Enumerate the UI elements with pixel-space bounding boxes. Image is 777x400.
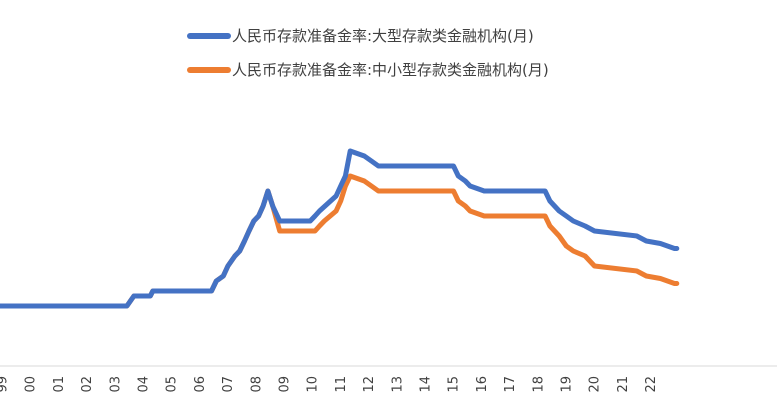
x-tick-label: 03 [108, 376, 123, 393]
x-tick-label: 15 [447, 376, 462, 393]
series-line-large-banks [0, 148, 680, 309]
x-tick-label: 11 [334, 376, 349, 393]
x-tick-label: 08 [249, 376, 264, 393]
x-tick-label: 04 [137, 376, 152, 393]
x-tick-label: 02 [80, 376, 95, 393]
x-axis-ticks: 99 00 01 02 03 04 05 06 07 08 09 10 11 12 13 14 15 16 17 18… [0, 376, 659, 393]
x-tick-label: 22 [644, 376, 659, 393]
x-tick-label: 05 [165, 376, 180, 393]
x-tick-label: 21 [616, 376, 631, 393]
x-tick-label: 06 [193, 376, 208, 393]
x-tick-label: 17 [503, 376, 518, 393]
x-tick-label: 14 [419, 376, 434, 393]
legend-label-small-banks: 人民币存款准备金率:中小型存款类金融机构(月) [232, 61, 549, 79]
plot-area [0, 148, 680, 309]
x-tick-label: 00 [24, 376, 39, 393]
x-tick-label: 01 [52, 376, 67, 393]
x-tick-label: 18 [531, 376, 546, 393]
x-tick-label: 19 [560, 376, 575, 393]
legend-label-large-banks: 人民币存款准备金率:大型存款类金融机构(月) [232, 27, 534, 45]
x-tick-label: 99 [0, 376, 11, 393]
legend: 人民币存款准备金率:大型存款类金融机构(月) 人民币存款准备金率:中小型存款类金… [187, 27, 549, 79]
x-tick-label: 13 [390, 376, 405, 393]
x-tick-label: 07 [221, 376, 236, 393]
x-tick-label: 16 [475, 376, 490, 393]
x-tick-label: 20 [588, 376, 603, 393]
x-tick-label: 12 [362, 376, 377, 393]
x-tick-label: 10 [306, 376, 321, 393]
x-tick-label: 09 [278, 376, 293, 393]
